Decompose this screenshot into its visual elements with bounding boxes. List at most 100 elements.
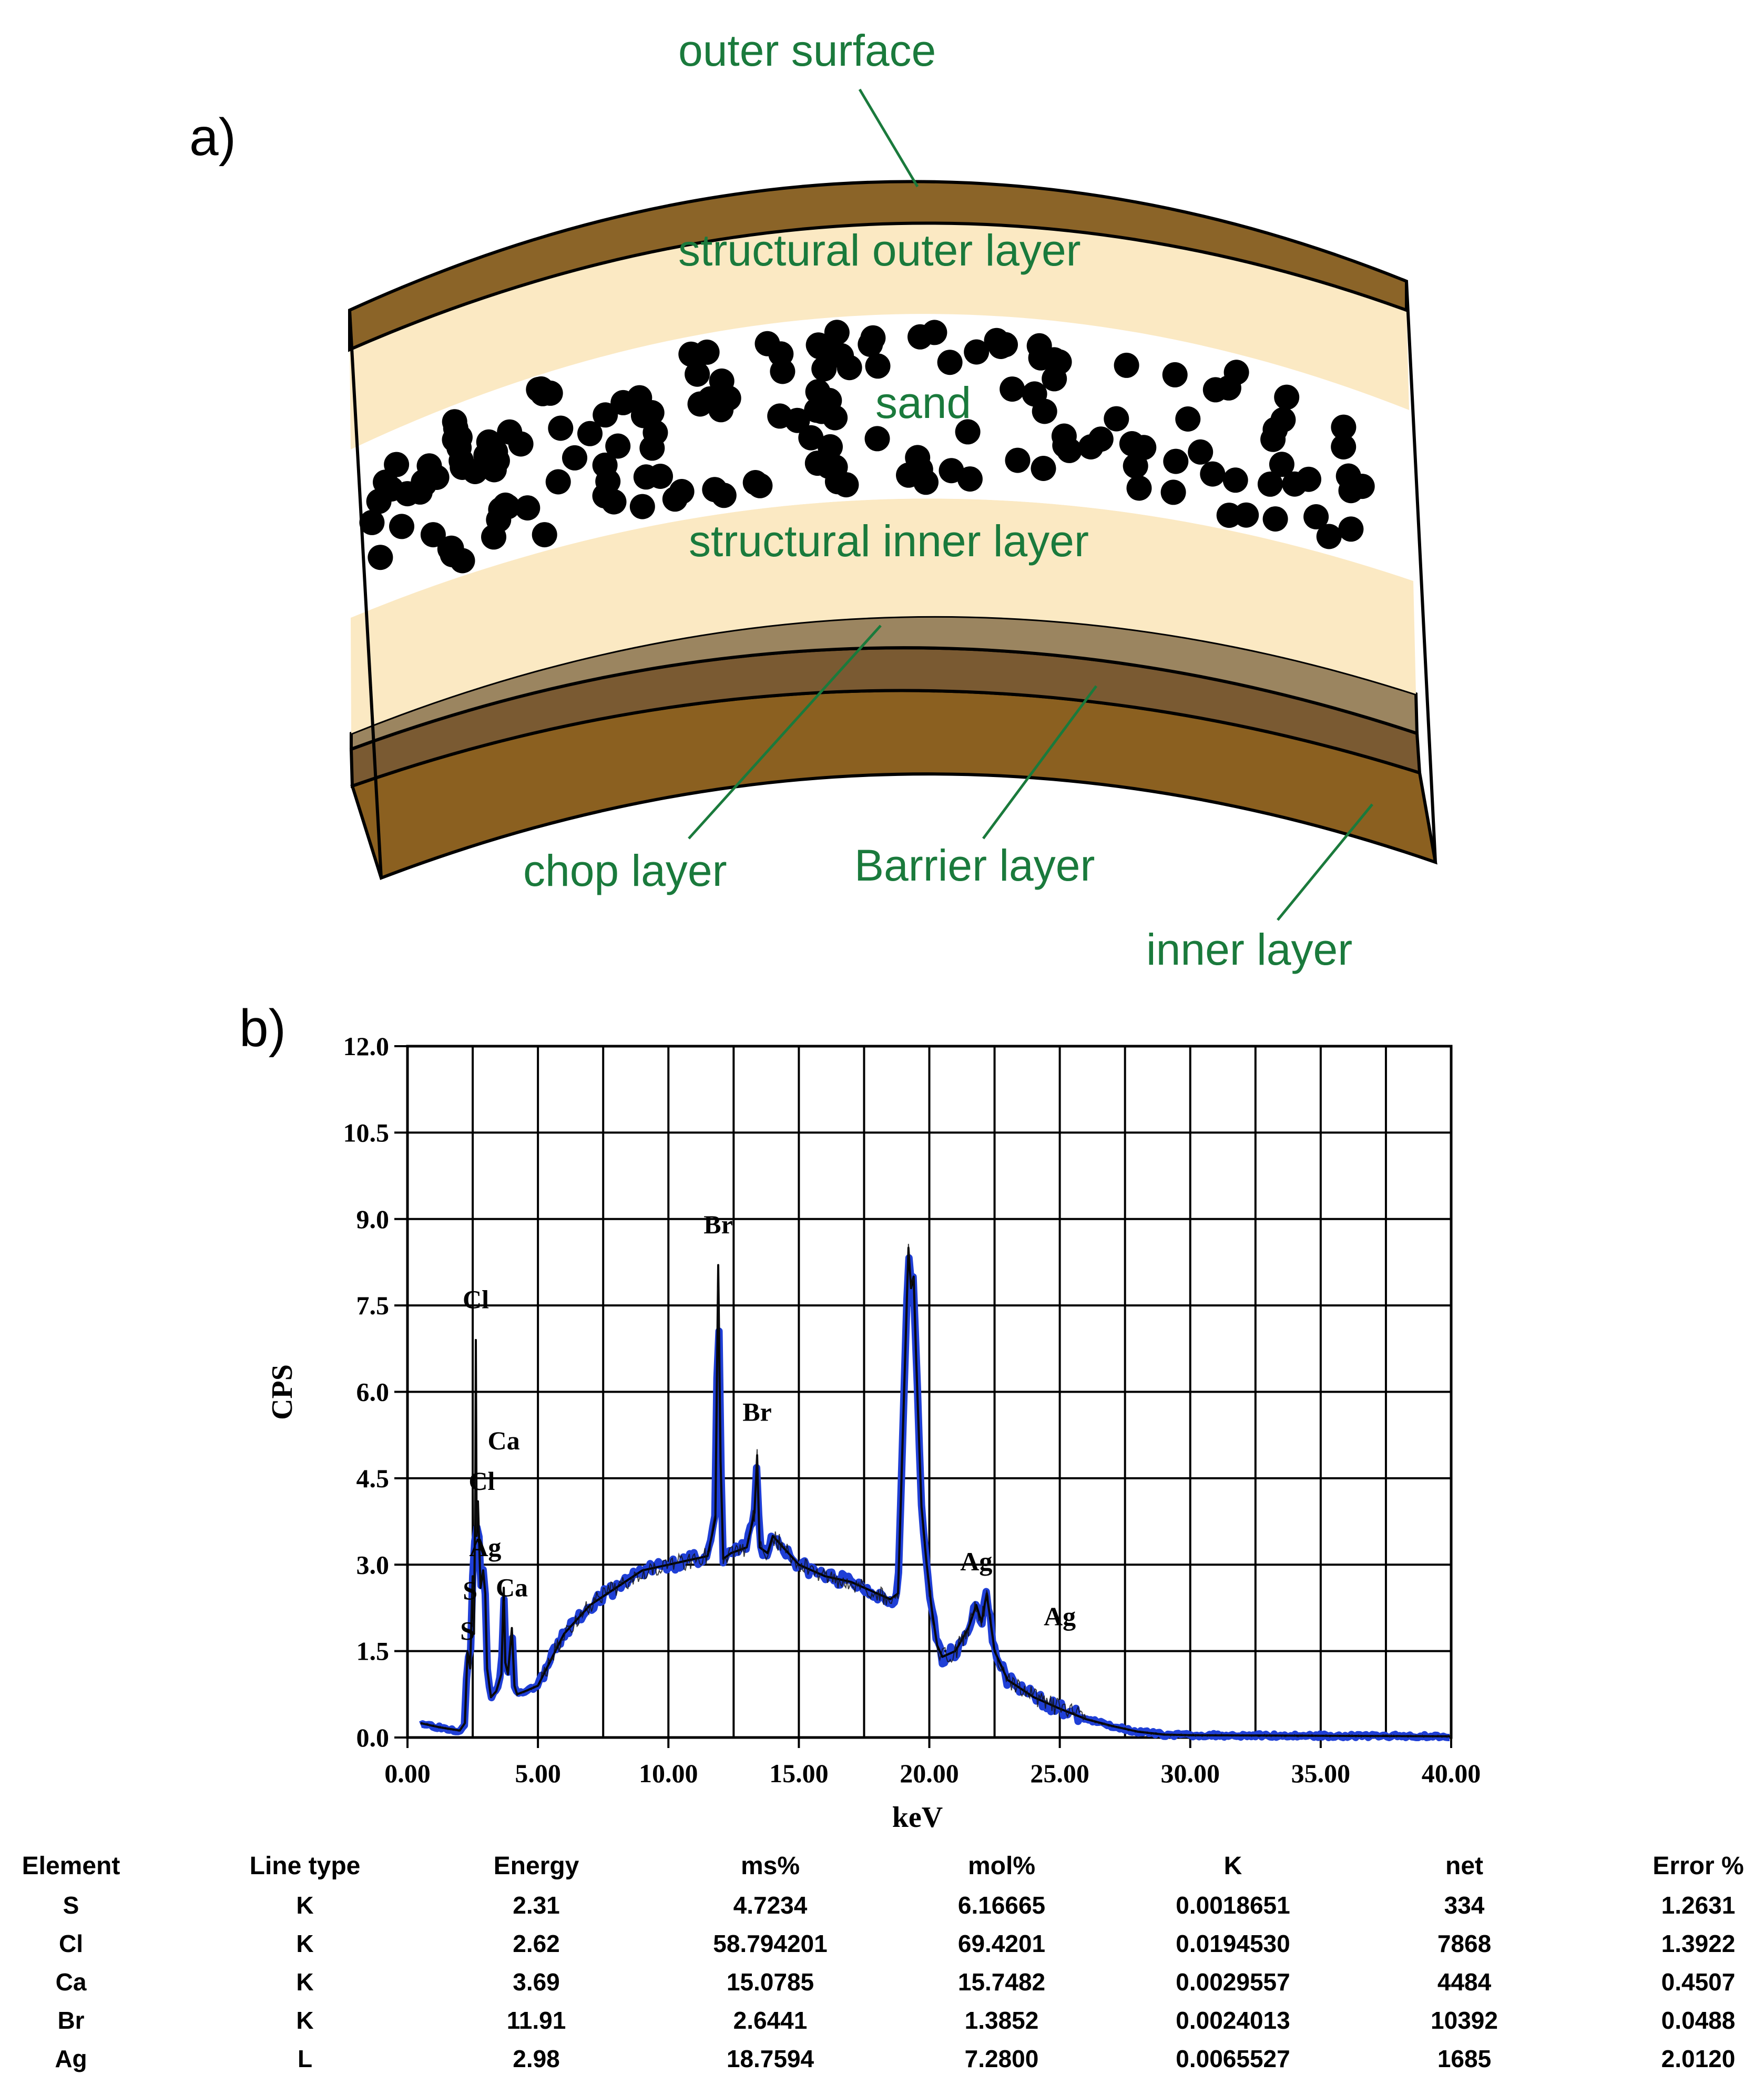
table-cell: 0.0488 [1661, 2007, 1736, 2034]
sand-grain [1119, 431, 1145, 456]
sand-grain [437, 536, 463, 562]
sand-grain [711, 483, 737, 508]
table-cell: K [296, 1930, 313, 1957]
sand-grain [1000, 376, 1025, 402]
table-header-cell: net [1445, 1852, 1483, 1880]
sand-grain [1338, 516, 1364, 542]
structural-inner-layer-label: structural inner layer [689, 516, 1089, 566]
table-cell: 10392 [1431, 2007, 1498, 2034]
sand-grain [770, 359, 796, 384]
sand-grain [742, 470, 768, 495]
sand-grain [1331, 434, 1357, 459]
table-cell: 0.0024013 [1176, 2007, 1290, 2034]
sand-grain [1162, 362, 1188, 387]
chop-layer-band [350, 614, 1419, 752]
sand-grain [811, 356, 837, 382]
sand-grain [1296, 466, 1321, 492]
panel-b-label: b) [239, 999, 286, 1058]
sand-grain [462, 459, 488, 484]
peak-label: Ag [1044, 1601, 1076, 1631]
table-cell: 0.0018651 [1176, 1892, 1290, 1919]
table-cell: 69.4201 [958, 1930, 1045, 1957]
x-tick-label: 25.00 [1030, 1759, 1089, 1788]
table-cell: K [296, 1968, 313, 1996]
sand-grain [508, 431, 534, 457]
sand-grain [1262, 416, 1288, 442]
sand-grain [605, 433, 631, 459]
sand-grain [1175, 406, 1201, 432]
sand-grain [515, 495, 541, 521]
table-cell: 2.62 [513, 1930, 560, 1957]
table-cell: 58.794201 [713, 1930, 827, 1957]
sand-grain [984, 328, 1010, 353]
sand-grain [754, 331, 780, 356]
sand-grain [577, 421, 603, 446]
table-cell: L [298, 2045, 312, 2072]
y-axis-label: CPS [266, 1364, 299, 1420]
sand-grain [1126, 475, 1152, 501]
peak-label: Ag [960, 1547, 992, 1576]
table-cell: 3.69 [513, 1968, 560, 1996]
x-axis-label: keV [892, 1801, 943, 1834]
sand-grain [1123, 453, 1148, 479]
table-cell: 2.31 [513, 1892, 560, 1919]
table-cell: 334 [1444, 1892, 1485, 1919]
edx-spectrum-chart: b) 0.00 5.00 10.00 15.00 20.00 25.00 30.00 35.0… [239, 999, 1481, 1834]
sand-grain [592, 452, 618, 478]
table-cell: 2.6441 [733, 2007, 808, 2034]
pipe-layer-diagram: a) outer surface structural outer layer … [189, 26, 1437, 974]
sand-grain [908, 324, 933, 350]
sand-grain [1257, 471, 1283, 497]
sand-grain [545, 469, 571, 495]
sand-grain [816, 454, 842, 479]
y-tick-label: 9.0 [356, 1204, 390, 1234]
sand-grain [1316, 524, 1342, 549]
table-cell: K [296, 1892, 313, 1919]
table-header-cell: Line type [250, 1852, 361, 1880]
sand-grain [1200, 461, 1226, 487]
peak-label: S [460, 1616, 475, 1645]
leader-lines [688, 88, 1373, 921]
x-tick-label: 10.00 [639, 1759, 698, 1788]
table-cell: Ag [55, 2045, 87, 2072]
chop-layer-label: chop layer [523, 846, 727, 895]
pipe-right-edge [1405, 281, 1437, 863]
x-tick-label: 35.00 [1291, 1759, 1351, 1788]
outer-surface-label: outer surface [678, 26, 936, 75]
structural-inner-layer-band [351, 498, 1416, 733]
sand-grain [1223, 360, 1249, 385]
table-cell: 11.91 [507, 2007, 566, 2034]
table-cell: 1.3852 [965, 2007, 1039, 2034]
sand-grain [1202, 377, 1228, 403]
sand-grain [1022, 381, 1047, 407]
x-tick-label: 40.00 [1422, 1759, 1481, 1788]
sand-grain [662, 486, 688, 512]
sand-label: sand [875, 378, 971, 427]
outer-surface-leader [858, 88, 919, 188]
table-cell: 15.0785 [727, 1968, 814, 1996]
sand-grain [1104, 406, 1129, 432]
inner-layer-label: inner layer [1146, 925, 1352, 974]
y-tick-label: 4.5 [356, 1464, 390, 1493]
sand-grain [1216, 503, 1242, 528]
sand-grain [939, 458, 964, 484]
sand-layer-band [351, 314, 1413, 618]
sand-grain [493, 492, 518, 518]
y-tick-label: 6.0 [356, 1377, 390, 1407]
y-tick-label: 10.5 [343, 1118, 390, 1147]
peak-labels: SS Cl Cl Ag Ca Ca Br Br Ag Ag [460, 1210, 1076, 1645]
sand-grain [1222, 467, 1248, 493]
sand-grain [389, 514, 414, 539]
table-cell: 1.3922 [1661, 1930, 1736, 1957]
sand-grain [685, 361, 710, 387]
sand-grain [633, 464, 659, 490]
sand-grain [858, 332, 883, 357]
sand-grain [697, 386, 723, 412]
peak-label: Br [742, 1397, 772, 1426]
chop-layer-leader [688, 625, 882, 840]
sand-grains [359, 320, 1375, 574]
chart-tick-labels: 0.00 5.00 10.00 15.00 20.00 25.00 30.00 35.00 40… [343, 1031, 1481, 1788]
sand-grain [481, 524, 506, 550]
table-cell: 1685 [1437, 2045, 1491, 2072]
